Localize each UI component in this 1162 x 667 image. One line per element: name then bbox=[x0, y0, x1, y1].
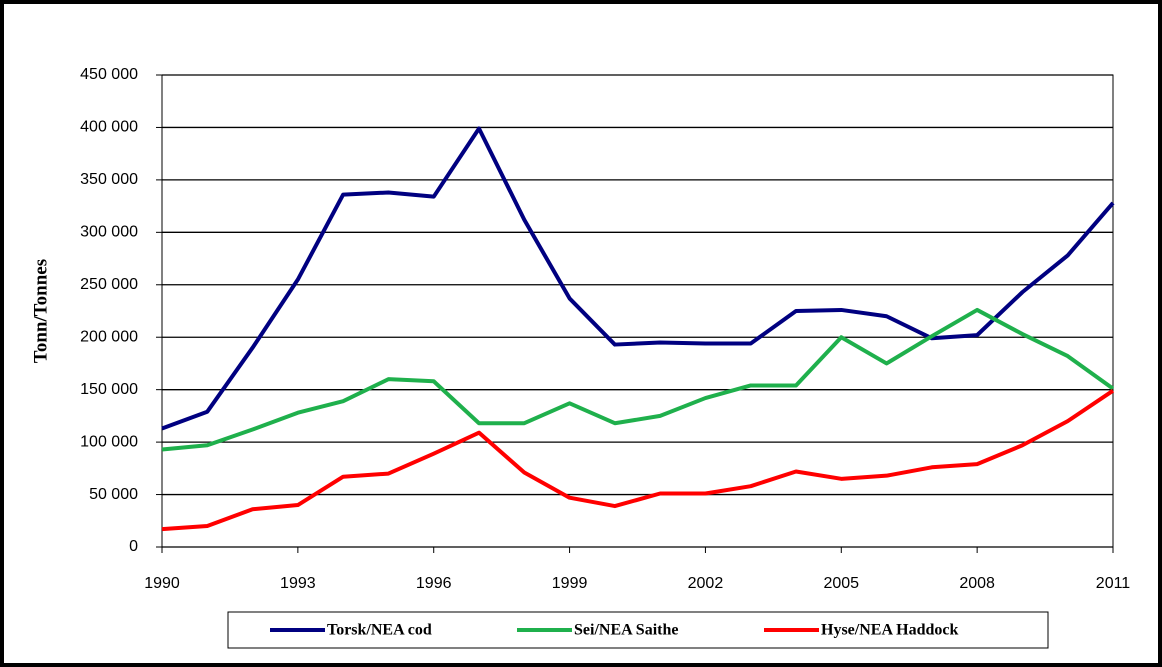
x-tick-label: 1993 bbox=[280, 575, 316, 592]
series-line bbox=[161, 307, 1115, 452]
y-tick-label: 300 000 bbox=[80, 224, 138, 241]
y-tick-label: 0 bbox=[129, 538, 138, 555]
x-tick-label: 2005 bbox=[823, 575, 859, 592]
y-tick-label: 200 000 bbox=[80, 328, 138, 345]
y-tick-label: 450 000 bbox=[80, 66, 138, 83]
x-tick-label: 2002 bbox=[688, 575, 724, 592]
legend bbox=[227, 611, 1049, 649]
series-line bbox=[161, 389, 1115, 532]
y-tick-label: 350 000 bbox=[80, 171, 138, 188]
legend-label: Torsk/NEA cod bbox=[327, 622, 432, 639]
x-tick-label: 1990 bbox=[144, 575, 180, 592]
x-tick-label: 2011 bbox=[1096, 575, 1131, 592]
x-tick-label: 1996 bbox=[416, 575, 452, 592]
y-tick-label: 50 000 bbox=[89, 486, 138, 503]
y-tick-label: 100 000 bbox=[80, 433, 138, 450]
y-tick-label: 250 000 bbox=[80, 276, 138, 293]
series-line bbox=[161, 126, 1115, 431]
y-axis-label: Tonn/Tonnes bbox=[30, 259, 51, 363]
x-tick-label: 2008 bbox=[959, 575, 995, 592]
legend-label: Hyse/NEA Haddock bbox=[821, 622, 958, 639]
y-tick-label: 400 000 bbox=[80, 119, 138, 136]
legend-label: Sei/NEA Saithe bbox=[574, 622, 678, 639]
y-tick-label: 150 000 bbox=[80, 381, 138, 398]
x-tick-label: 1999 bbox=[552, 575, 588, 592]
